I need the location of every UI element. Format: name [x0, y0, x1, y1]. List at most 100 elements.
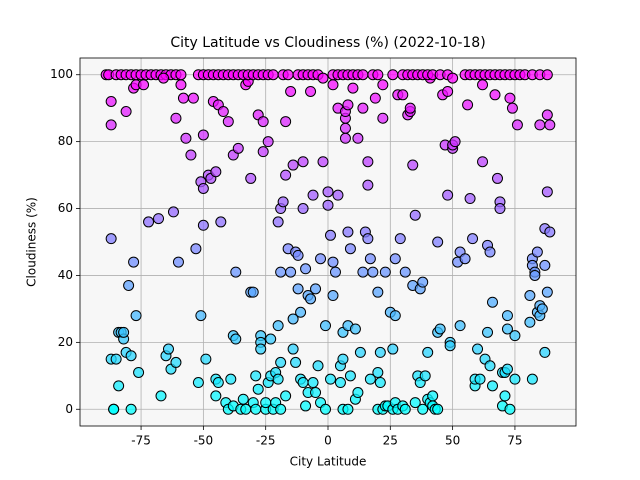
point: [357, 102, 369, 114]
point: [265, 333, 277, 345]
point: [352, 132, 364, 144]
point: [464, 193, 476, 205]
point: [130, 310, 142, 322]
point: [387, 343, 399, 355]
point: [541, 69, 553, 81]
point: [128, 256, 140, 268]
point: [501, 310, 513, 322]
point: [317, 156, 329, 168]
point: [349, 323, 361, 335]
point: [397, 89, 409, 101]
point: [225, 373, 237, 385]
point: [215, 216, 227, 228]
point: [472, 343, 484, 355]
point: [175, 69, 187, 81]
point: [367, 266, 379, 278]
point: [247, 286, 259, 298]
point: [327, 79, 339, 91]
point: [477, 79, 489, 91]
point: [482, 326, 494, 338]
point: [105, 233, 117, 245]
point: [389, 253, 401, 265]
point: [432, 403, 444, 415]
point: [157, 72, 169, 84]
point: [474, 373, 486, 385]
point: [417, 403, 429, 415]
point: [197, 129, 209, 141]
point: [327, 290, 339, 302]
point: [250, 403, 262, 415]
point: [324, 373, 336, 385]
point: [187, 92, 199, 104]
x-tick-label: -50: [194, 434, 214, 448]
points: [100, 69, 556, 415]
x-axis-label: City Latitude: [290, 455, 367, 469]
point: [200, 353, 212, 365]
point: [432, 236, 444, 248]
point: [357, 266, 369, 278]
point: [509, 373, 521, 385]
y-tick-label: 60: [58, 201, 73, 215]
point: [339, 122, 351, 134]
point: [511, 119, 523, 131]
point: [419, 370, 431, 382]
point: [123, 279, 135, 291]
point: [342, 226, 354, 238]
point: [197, 219, 209, 231]
point: [379, 266, 391, 278]
point: [212, 377, 224, 389]
point: [377, 112, 389, 124]
point: [287, 313, 299, 325]
point: [180, 132, 192, 144]
point: [534, 119, 546, 131]
point: [133, 366, 145, 378]
point: [536, 303, 548, 315]
point: [531, 246, 543, 258]
y-tick-label: 20: [58, 335, 73, 349]
point: [404, 102, 416, 114]
point: [155, 390, 167, 402]
point: [459, 253, 471, 265]
point: [257, 116, 269, 128]
point: [526, 373, 538, 385]
point: [372, 366, 384, 378]
point: [364, 253, 376, 265]
point: [487, 296, 499, 308]
point: [344, 370, 356, 382]
point: [292, 249, 304, 261]
point: [524, 316, 536, 328]
x-tick-label: 75: [507, 434, 522, 448]
point: [297, 156, 309, 168]
point: [300, 400, 312, 412]
point: [255, 343, 267, 355]
point: [347, 82, 359, 94]
y-tick-label: 40: [58, 268, 73, 282]
point: [372, 69, 384, 81]
point: [374, 377, 386, 389]
point: [153, 213, 165, 225]
point: [442, 189, 454, 201]
point: [344, 243, 356, 255]
y-tick-label: 80: [58, 134, 73, 148]
point: [315, 253, 327, 265]
point: [539, 346, 551, 358]
point: [190, 243, 202, 255]
point: [389, 310, 401, 322]
point: [499, 390, 511, 402]
point: [250, 370, 262, 382]
point: [170, 112, 182, 124]
x-tick-label: 50: [445, 434, 460, 448]
point: [477, 156, 489, 168]
point: [280, 169, 292, 181]
point: [334, 377, 346, 389]
point: [300, 263, 312, 275]
point: [357, 69, 369, 81]
point: [272, 373, 284, 385]
point: [275, 266, 287, 278]
point: [329, 266, 341, 278]
point: [105, 95, 117, 107]
point: [489, 89, 501, 101]
point: [387, 69, 399, 81]
point: [222, 116, 234, 128]
point: [541, 286, 553, 298]
